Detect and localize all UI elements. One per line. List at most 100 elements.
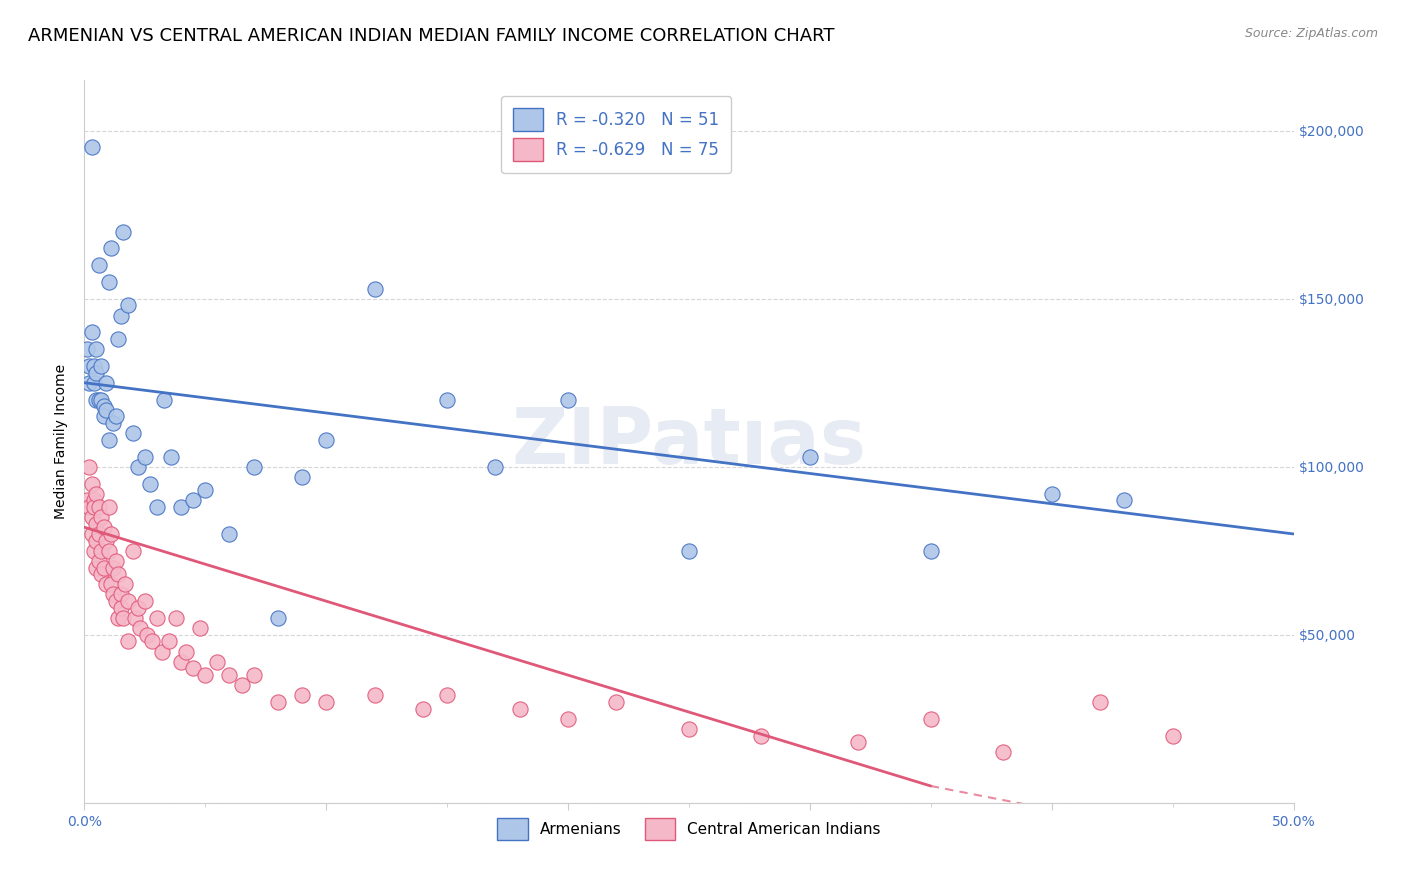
Point bbox=[170, 655, 193, 669]
Point bbox=[77, 376, 100, 390]
Point bbox=[77, 459, 100, 474]
Point bbox=[86, 533, 108, 548]
Point bbox=[80, 527, 103, 541]
Point bbox=[920, 543, 942, 558]
Point bbox=[80, 476, 103, 491]
Point bbox=[76, 342, 98, 356]
Point bbox=[83, 543, 105, 558]
Point bbox=[103, 587, 125, 601]
Point bbox=[207, 655, 229, 669]
Point bbox=[97, 543, 120, 558]
Point bbox=[363, 688, 385, 702]
Point bbox=[174, 644, 197, 658]
Point bbox=[107, 611, 129, 625]
Point bbox=[678, 543, 700, 558]
Point bbox=[157, 634, 180, 648]
Y-axis label: Median Family Income: Median Family Income bbox=[55, 364, 69, 519]
Point bbox=[103, 416, 125, 430]
Point bbox=[165, 611, 187, 625]
Point bbox=[107, 567, 129, 582]
Point bbox=[93, 560, 115, 574]
Point bbox=[104, 409, 127, 424]
Point bbox=[76, 493, 98, 508]
Point bbox=[242, 668, 264, 682]
Point bbox=[557, 392, 579, 407]
Point bbox=[291, 688, 314, 702]
Point bbox=[90, 359, 112, 373]
Point bbox=[231, 678, 253, 692]
Point bbox=[86, 392, 108, 407]
Point bbox=[110, 600, 132, 615]
Point bbox=[97, 275, 120, 289]
Point bbox=[170, 500, 193, 514]
Point bbox=[194, 668, 217, 682]
Point bbox=[134, 594, 156, 608]
Point bbox=[291, 470, 314, 484]
Point bbox=[181, 493, 204, 508]
Point bbox=[124, 611, 146, 625]
Point bbox=[121, 426, 143, 441]
Point bbox=[100, 527, 122, 541]
Point bbox=[993, 745, 1015, 759]
Point bbox=[678, 722, 700, 736]
Point bbox=[112, 225, 135, 239]
Point bbox=[412, 702, 434, 716]
Point bbox=[129, 621, 152, 635]
Point bbox=[80, 140, 103, 154]
Point bbox=[114, 577, 136, 591]
Point bbox=[117, 298, 139, 312]
Point bbox=[190, 621, 212, 635]
Point bbox=[87, 500, 110, 514]
Text: Source: ZipAtlas.com: Source: ZipAtlas.com bbox=[1244, 27, 1378, 40]
Point bbox=[83, 359, 105, 373]
Point bbox=[267, 695, 290, 709]
Point bbox=[90, 567, 112, 582]
Point bbox=[112, 611, 135, 625]
Point bbox=[110, 309, 132, 323]
Text: ARMENIAN VS CENTRAL AMERICAN INDIAN MEDIAN FAMILY INCOME CORRELATION CHART: ARMENIAN VS CENTRAL AMERICAN INDIAN MEDI… bbox=[28, 27, 835, 45]
Point bbox=[80, 326, 103, 340]
Point bbox=[121, 543, 143, 558]
Point bbox=[117, 634, 139, 648]
Point bbox=[86, 486, 108, 500]
Point bbox=[77, 359, 100, 373]
Legend: Armenians, Central American Indians: Armenians, Central American Indians bbox=[491, 812, 887, 846]
Point bbox=[920, 712, 942, 726]
Point bbox=[751, 729, 773, 743]
Point bbox=[846, 735, 869, 749]
Point bbox=[127, 600, 149, 615]
Point bbox=[363, 282, 385, 296]
Point bbox=[315, 433, 337, 447]
Point bbox=[87, 258, 110, 272]
Point bbox=[134, 450, 156, 464]
Point bbox=[93, 399, 115, 413]
Point bbox=[90, 543, 112, 558]
Point bbox=[97, 500, 120, 514]
Point bbox=[150, 644, 173, 658]
Point bbox=[104, 594, 127, 608]
Point bbox=[218, 668, 240, 682]
Point bbox=[218, 527, 240, 541]
Point bbox=[100, 241, 122, 255]
Point bbox=[86, 516, 108, 531]
Point bbox=[153, 392, 176, 407]
Point bbox=[127, 459, 149, 474]
Point bbox=[138, 476, 160, 491]
Point bbox=[605, 695, 627, 709]
Point bbox=[136, 628, 159, 642]
Point bbox=[80, 510, 103, 524]
Point bbox=[509, 702, 531, 716]
Point bbox=[267, 611, 290, 625]
Point bbox=[100, 577, 122, 591]
Point bbox=[104, 554, 127, 568]
Point bbox=[117, 594, 139, 608]
Point bbox=[93, 520, 115, 534]
Point bbox=[107, 332, 129, 346]
Point bbox=[315, 695, 337, 709]
Point bbox=[110, 587, 132, 601]
Point bbox=[83, 500, 105, 514]
Point bbox=[103, 560, 125, 574]
Text: ZIPatıas: ZIPatıas bbox=[512, 403, 866, 480]
Point bbox=[1161, 729, 1184, 743]
Point bbox=[86, 560, 108, 574]
